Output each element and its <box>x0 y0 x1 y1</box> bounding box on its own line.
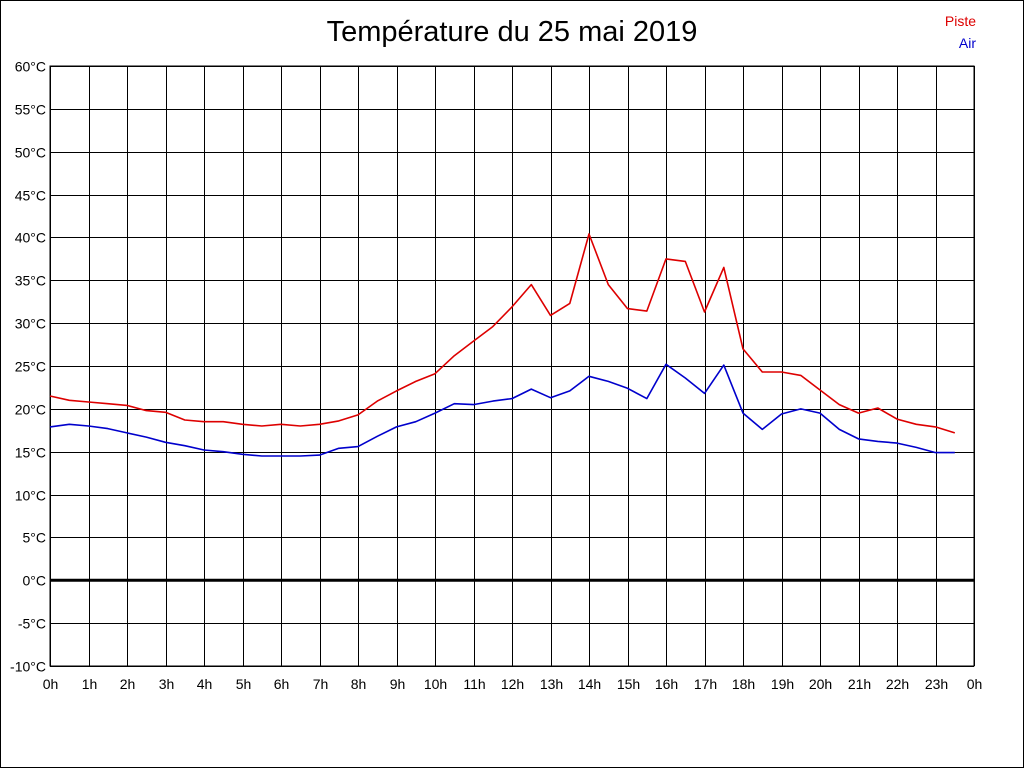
x-tick-label: 23h <box>925 676 948 692</box>
x-tick-label: 8h <box>351 676 367 692</box>
x-tick-label: 12h <box>501 676 524 692</box>
x-tick-label: 11h <box>463 676 485 692</box>
y-tick-label: 15°C <box>15 445 46 461</box>
x-tick-label: 14h <box>578 676 601 692</box>
y-tick-label: -10°C <box>10 659 46 675</box>
y-tick-label: 20°C <box>15 402 46 418</box>
x-tick-label: 7h <box>313 676 329 692</box>
series-line-air <box>49 363 955 457</box>
x-tick-label: 13h <box>540 676 563 692</box>
y-tick-label: 45°C <box>15 188 46 204</box>
y-tick-label: 0°C <box>23 573 47 589</box>
x-tick-label: 19h <box>771 676 794 692</box>
y-tick-label: 40°C <box>15 230 46 246</box>
x-tick-label: 21h <box>848 676 871 692</box>
tick-labels: 0h 1h 2h 3h 4h 5h 6h 7h 8h 9h 10h 11h 12h 13h 14h 15h 16… <box>10 59 982 693</box>
y-tick-label: 35°C <box>15 273 46 289</box>
y-tick-label: 5°C <box>23 530 47 546</box>
x-tick-label: 5h <box>236 676 252 692</box>
legend-air: Air <box>958 35 976 51</box>
x-tick-label: 4h <box>197 676 213 692</box>
x-tick-label: 10h <box>424 676 447 692</box>
grid <box>49 65 975 667</box>
y-tick-label: 55°C <box>15 102 46 118</box>
x-tick-label: 18h <box>732 676 755 692</box>
x-tick-label: 15h <box>617 676 640 692</box>
y-tick-label: -5°C <box>18 616 46 632</box>
y-tick-label: 50°C <box>15 145 46 161</box>
x-tick-label: 20h <box>809 676 832 692</box>
x-tick-label: 9h <box>390 676 406 692</box>
x-tick-label: 16h <box>655 676 678 692</box>
y-tick-label: 10°C <box>15 488 46 504</box>
y-tick-label: 25°C <box>15 359 46 375</box>
x-tick-label: 3h <box>159 676 175 692</box>
y-tick-label: 60°C <box>15 59 46 75</box>
series-line-piste <box>49 233 956 434</box>
legend-piste: Piste <box>944 13 976 29</box>
y-tick-label: 30°C <box>15 316 46 332</box>
x-tick-label: 1h <box>82 676 98 692</box>
x-tick-label: 6h <box>274 676 290 692</box>
x-tick-label: 17h <box>694 676 717 692</box>
x-tick-label: 0h <box>967 676 983 692</box>
x-tick-label: 0h <box>43 676 59 692</box>
x-tick-label: 2h <box>120 676 136 692</box>
x-tick-label: 22h <box>886 676 909 692</box>
chart-title: Température du 25 mai 2019 <box>326 16 698 48</box>
series-lines <box>49 233 956 457</box>
